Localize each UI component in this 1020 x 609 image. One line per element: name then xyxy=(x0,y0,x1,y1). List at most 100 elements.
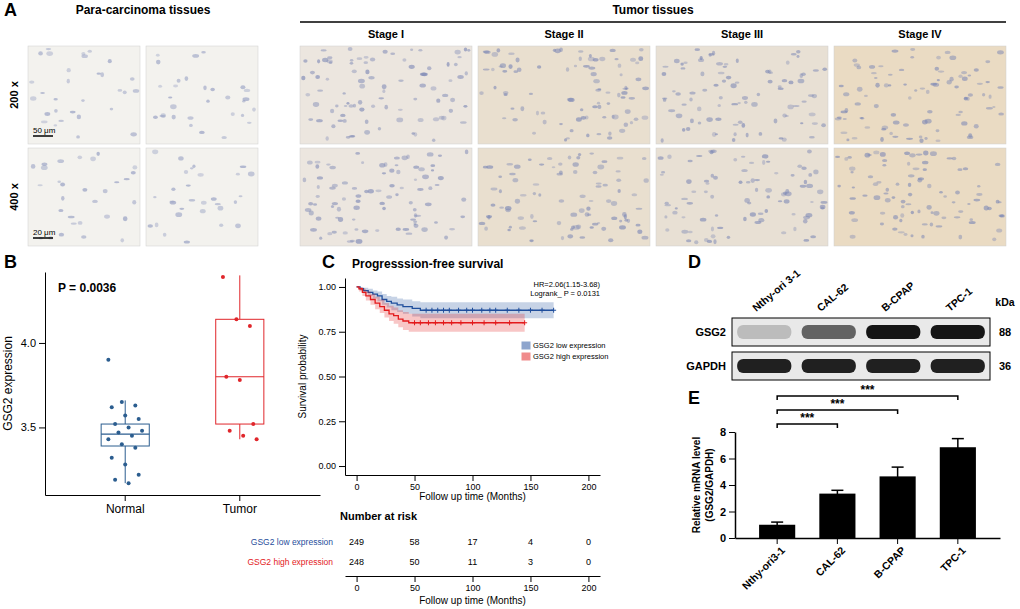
nucleus xyxy=(464,48,467,52)
micrograph xyxy=(146,46,258,144)
nucleus xyxy=(211,197,217,201)
nucleus xyxy=(995,163,1001,166)
nucleus xyxy=(438,155,442,157)
nucleus xyxy=(821,201,828,204)
nucleus xyxy=(905,203,911,205)
nucleus xyxy=(467,49,470,52)
panel-label: C xyxy=(322,252,335,272)
nucleus xyxy=(190,167,194,169)
nucleus xyxy=(349,104,354,107)
nucleus xyxy=(874,104,879,108)
censor-mark xyxy=(458,320,463,325)
tick: 0.25 xyxy=(318,417,345,427)
nucleus xyxy=(674,59,680,64)
nucleus xyxy=(921,235,924,239)
nucleus xyxy=(566,137,570,139)
censor-mark xyxy=(433,320,438,325)
point xyxy=(137,417,141,421)
error-bar xyxy=(831,490,843,497)
risk-count: 50 xyxy=(410,557,420,567)
nucleus xyxy=(519,226,526,230)
nucleus xyxy=(930,223,933,227)
nucleus xyxy=(892,196,896,199)
nucleus xyxy=(749,162,754,164)
nucleus xyxy=(882,164,886,166)
nucleus xyxy=(449,228,455,230)
nucleus xyxy=(67,68,71,72)
band xyxy=(737,325,791,339)
nucleus xyxy=(541,112,546,115)
nucleus xyxy=(566,67,569,72)
nucleus xyxy=(317,90,323,92)
nucleus xyxy=(530,239,534,241)
tick-label: 8 xyxy=(720,426,726,438)
nucleus xyxy=(184,170,188,174)
micrograph xyxy=(834,46,1006,144)
nucleus xyxy=(644,178,649,183)
point xyxy=(133,403,137,407)
nucleus xyxy=(611,201,617,206)
nucleus xyxy=(491,68,495,72)
nucleus xyxy=(939,191,943,194)
nucleus xyxy=(735,81,740,83)
nucleus xyxy=(315,161,321,164)
nucleus xyxy=(754,221,761,224)
nucleus xyxy=(421,227,427,232)
nucleus xyxy=(396,227,401,231)
nucleus xyxy=(114,181,119,183)
band xyxy=(802,325,856,339)
median xyxy=(216,376,264,377)
axis-line xyxy=(345,279,346,476)
nucleus xyxy=(852,186,855,188)
nucleus xyxy=(344,105,348,107)
tick: 100 xyxy=(465,475,480,492)
nucleus xyxy=(617,93,621,98)
nucleus xyxy=(591,72,597,76)
blot-strip xyxy=(732,318,990,346)
tick: 100 xyxy=(465,576,480,593)
nucleus xyxy=(798,79,805,84)
censor-mark xyxy=(540,308,545,313)
nucleus xyxy=(308,202,313,205)
nucleus xyxy=(431,86,437,90)
nucleus xyxy=(843,92,849,96)
nucleus xyxy=(675,92,681,96)
nucleus xyxy=(800,185,806,188)
micrograph xyxy=(656,148,828,246)
unit-label: kDa xyxy=(995,296,1014,308)
micrograph xyxy=(146,148,258,246)
nucleus xyxy=(173,84,178,87)
nucleus xyxy=(908,193,912,197)
nucleus xyxy=(156,60,161,65)
error-bar-cap xyxy=(952,438,964,440)
nucleus xyxy=(849,167,855,171)
nucleus xyxy=(688,231,693,234)
nucleus xyxy=(619,220,622,223)
nucleus xyxy=(741,169,747,172)
blot-strip xyxy=(732,352,990,380)
protein-label: GAPDH xyxy=(686,360,726,372)
nucleus xyxy=(186,184,191,186)
nucleus xyxy=(910,56,914,59)
nucleus xyxy=(602,116,606,118)
nucleus xyxy=(409,201,413,205)
x-axis: Nthy-ori3-1CAL-62B-CPAPTPC-1 xyxy=(736,538,1001,592)
tick-label: 0.75 xyxy=(318,327,336,337)
nucleus xyxy=(420,72,427,75)
censor-mark xyxy=(441,308,446,313)
panel-label: D xyxy=(688,252,701,272)
nucleus xyxy=(465,150,469,155)
point xyxy=(248,324,252,328)
nucleus xyxy=(781,231,786,234)
point xyxy=(113,478,117,482)
nucleus xyxy=(938,70,944,72)
nucleus xyxy=(731,103,738,105)
nucleus xyxy=(417,188,423,191)
nucleus xyxy=(986,107,993,109)
nucleus xyxy=(961,121,967,125)
nucleus xyxy=(698,122,702,125)
nucleus xyxy=(681,230,688,234)
nucleus xyxy=(843,118,847,120)
nucleus xyxy=(857,87,863,92)
nucleus xyxy=(510,108,514,110)
